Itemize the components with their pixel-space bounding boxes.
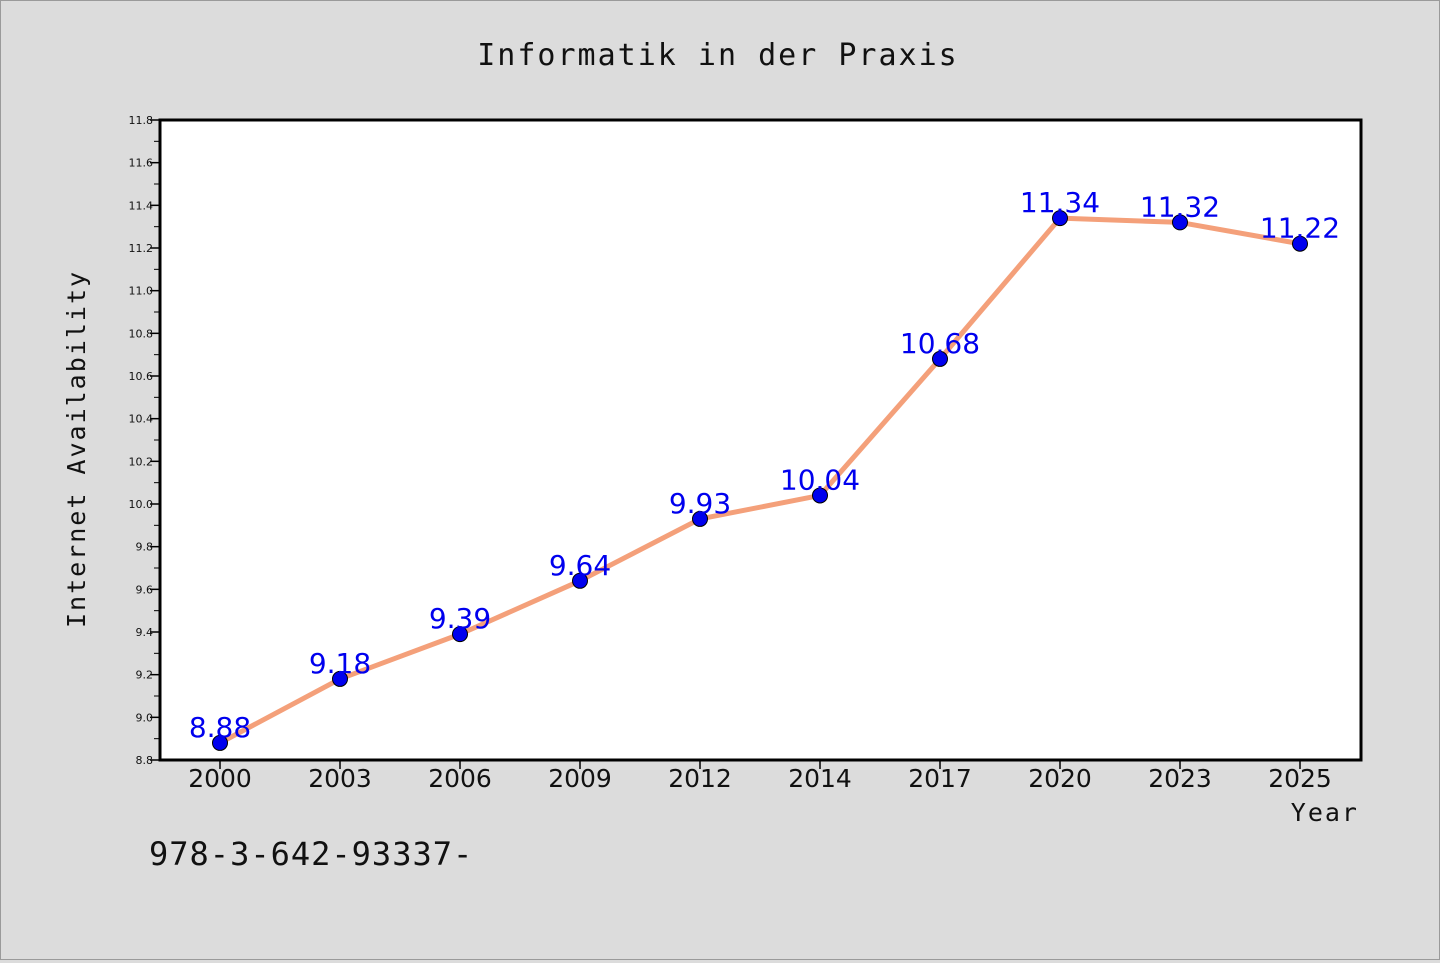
y-tick-label: 11.2 <box>129 242 154 255</box>
data-label: 9.39 <box>429 602 491 635</box>
y-tick-label: 11.6 <box>129 157 154 170</box>
data-point <box>1172 214 1188 231</box>
y-tick-label: 11.0 <box>129 285 154 298</box>
y-tick-label: 10.8 <box>129 327 154 340</box>
y-tick-label: 9.4 <box>136 626 154 639</box>
y-axis-label: Internet Availability <box>62 270 91 628</box>
data-point <box>932 350 948 367</box>
series-layer <box>217 215 1303 746</box>
data-label: 11.22 <box>1260 212 1340 245</box>
data-label: 9.18 <box>309 647 371 680</box>
x-axis-label: Year <box>1291 798 1359 827</box>
data-point <box>692 510 708 527</box>
x-tick-label: 2003 <box>308 764 372 793</box>
y-tick-label: 9.6 <box>136 583 154 596</box>
data-label: 10.68 <box>900 327 980 360</box>
x-tick-label: 2020 <box>1028 764 1092 793</box>
data-point <box>812 487 828 504</box>
y-axis-ticks: 8.8 9.0 9.2 9.4 9.6 9.8 10.0 10.2 10.4 10.6 10.8 11… <box>129 114 160 767</box>
y-tick-label: 10.2 <box>129 455 154 468</box>
data-point <box>572 572 588 589</box>
x-tick-label: 2014 <box>788 764 852 793</box>
x-tick-label: 2012 <box>668 764 732 793</box>
y-tick-label: 8.8 <box>136 754 154 767</box>
y-tick-label: 11.8 <box>129 114 154 127</box>
y-tick-label: 11.4 <box>129 199 154 212</box>
data-point <box>332 670 348 687</box>
data-label: 9.64 <box>549 549 611 582</box>
y-tick-label: 10.4 <box>129 413 154 426</box>
data-label: 11.32 <box>1140 190 1220 223</box>
y-tick-label: 10.6 <box>129 370 154 383</box>
data-point <box>1052 210 1068 227</box>
data-label: 9.93 <box>669 487 731 520</box>
data-label: 10.04 <box>780 463 860 496</box>
x-axis-ticks: 2000 2003 2006 2009 2012 2014 2017 2020 2023 2025 <box>188 760 1332 793</box>
x-tick-label: 2006 <box>428 764 492 793</box>
series-line <box>217 215 1303 746</box>
y-tick-label: 10.0 <box>129 498 154 511</box>
chart-title: Informatik in der Praxis <box>477 38 958 73</box>
data-label: 11.34 <box>1020 186 1100 219</box>
y-tick-label: 9.2 <box>136 669 154 682</box>
data-point <box>212 734 228 751</box>
chart-annotation: 978-3-642-93337- <box>149 835 473 873</box>
data-label-layer: 8.88 9.18 9.39 9.64 9.93 10.04 10.68 11.34 11.32… <box>189 186 1340 744</box>
y-tick-label: 9.8 <box>136 541 154 554</box>
x-tick-label: 2023 <box>1148 764 1212 793</box>
data-point <box>1292 235 1308 252</box>
x-tick-label: 2000 <box>188 764 252 793</box>
x-tick-label: 2009 <box>548 764 612 793</box>
plot-area <box>158 118 1363 762</box>
marker-layer <box>212 210 1308 751</box>
data-label: 8.88 <box>189 711 251 744</box>
x-tick-label: 2025 <box>1268 764 1332 793</box>
y-tick-label: 9.0 <box>136 711 154 724</box>
x-tick-label: 2017 <box>908 764 972 793</box>
data-point <box>452 626 468 643</box>
